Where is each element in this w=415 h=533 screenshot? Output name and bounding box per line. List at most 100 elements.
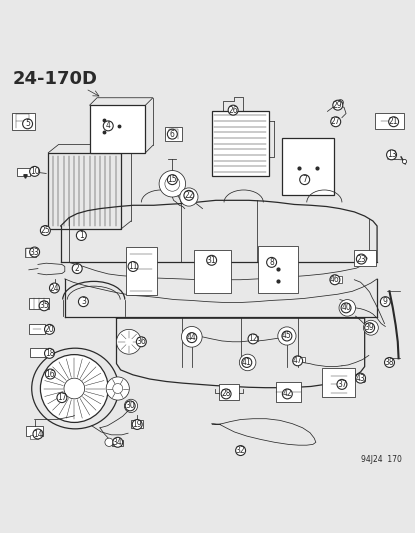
- Circle shape: [184, 190, 194, 200]
- Text: 19: 19: [132, 420, 142, 429]
- Text: 45: 45: [282, 332, 292, 341]
- FancyBboxPatch shape: [194, 250, 232, 293]
- Circle shape: [181, 327, 202, 347]
- Text: 9: 9: [383, 297, 388, 306]
- Circle shape: [389, 117, 398, 127]
- Circle shape: [105, 438, 113, 447]
- FancyBboxPatch shape: [26, 426, 43, 436]
- Text: 12: 12: [248, 334, 258, 343]
- Text: 11: 11: [128, 262, 138, 271]
- Text: 94J24  170: 94J24 170: [361, 455, 402, 464]
- FancyBboxPatch shape: [282, 138, 334, 196]
- Circle shape: [337, 379, 347, 389]
- Text: 42: 42: [283, 390, 292, 398]
- Circle shape: [40, 354, 108, 423]
- FancyBboxPatch shape: [258, 246, 298, 293]
- Text: 15: 15: [168, 175, 177, 184]
- Text: 2: 2: [75, 264, 80, 273]
- FancyBboxPatch shape: [29, 325, 45, 334]
- FancyBboxPatch shape: [354, 250, 376, 265]
- Circle shape: [167, 175, 177, 184]
- Circle shape: [242, 358, 252, 367]
- Circle shape: [137, 337, 146, 347]
- Text: 33: 33: [30, 247, 39, 256]
- Text: 43: 43: [356, 374, 366, 383]
- Text: 28: 28: [221, 390, 231, 398]
- FancyBboxPatch shape: [322, 368, 355, 397]
- Circle shape: [282, 389, 292, 399]
- Text: 39: 39: [365, 323, 374, 332]
- FancyBboxPatch shape: [30, 349, 46, 358]
- Circle shape: [103, 121, 113, 131]
- Text: 21: 21: [389, 117, 398, 126]
- Text: 8: 8: [269, 258, 274, 267]
- Circle shape: [221, 389, 231, 399]
- Text: 7: 7: [302, 175, 307, 184]
- Circle shape: [113, 437, 123, 447]
- Text: 14: 14: [33, 430, 43, 439]
- Text: 23: 23: [356, 255, 366, 263]
- Circle shape: [356, 254, 366, 264]
- Circle shape: [29, 247, 39, 257]
- Text: 18: 18: [45, 349, 54, 358]
- Circle shape: [293, 356, 303, 366]
- Circle shape: [78, 297, 88, 306]
- Circle shape: [248, 334, 258, 344]
- FancyBboxPatch shape: [219, 384, 239, 400]
- Text: 38: 38: [385, 358, 394, 367]
- Circle shape: [339, 300, 356, 316]
- Circle shape: [267, 257, 276, 268]
- Circle shape: [33, 429, 43, 439]
- Circle shape: [341, 303, 351, 313]
- Circle shape: [45, 369, 55, 379]
- Text: 29: 29: [333, 101, 343, 110]
- Circle shape: [64, 378, 85, 399]
- Text: 3: 3: [81, 297, 86, 306]
- FancyBboxPatch shape: [331, 277, 342, 283]
- Circle shape: [356, 373, 366, 383]
- FancyBboxPatch shape: [112, 440, 123, 447]
- Text: 40: 40: [341, 303, 351, 312]
- Circle shape: [364, 320, 378, 335]
- Text: 44: 44: [187, 333, 197, 342]
- Text: 31: 31: [207, 256, 217, 265]
- Circle shape: [49, 283, 59, 293]
- Circle shape: [113, 384, 123, 393]
- FancyBboxPatch shape: [249, 336, 258, 341]
- Circle shape: [44, 325, 54, 334]
- Text: 24: 24: [50, 284, 59, 293]
- Circle shape: [106, 377, 129, 400]
- FancyBboxPatch shape: [293, 358, 305, 362]
- Circle shape: [331, 117, 341, 127]
- Text: 27: 27: [331, 117, 341, 126]
- Circle shape: [188, 333, 196, 341]
- Circle shape: [44, 349, 54, 358]
- Circle shape: [236, 446, 246, 456]
- Circle shape: [117, 329, 142, 354]
- Circle shape: [40, 225, 50, 236]
- Circle shape: [125, 401, 135, 411]
- FancyBboxPatch shape: [90, 105, 146, 153]
- Text: 6: 6: [170, 130, 175, 139]
- Circle shape: [76, 230, 86, 240]
- Text: 1: 1: [79, 231, 84, 240]
- Circle shape: [207, 255, 217, 265]
- Text: 34: 34: [113, 438, 122, 447]
- Circle shape: [22, 119, 32, 129]
- FancyBboxPatch shape: [131, 421, 144, 428]
- Circle shape: [239, 354, 256, 371]
- Circle shape: [124, 399, 138, 413]
- Text: 5: 5: [25, 119, 30, 128]
- Text: 24-170D: 24-170D: [13, 70, 98, 88]
- Circle shape: [228, 105, 238, 115]
- Text: 4: 4: [106, 122, 111, 131]
- Text: 30: 30: [125, 401, 135, 410]
- Text: 46: 46: [330, 275, 340, 284]
- Circle shape: [365, 323, 375, 333]
- FancyBboxPatch shape: [276, 382, 300, 402]
- Circle shape: [387, 150, 396, 160]
- Circle shape: [282, 331, 292, 341]
- FancyBboxPatch shape: [165, 127, 182, 141]
- FancyBboxPatch shape: [29, 298, 49, 309]
- Text: 47: 47: [293, 356, 303, 365]
